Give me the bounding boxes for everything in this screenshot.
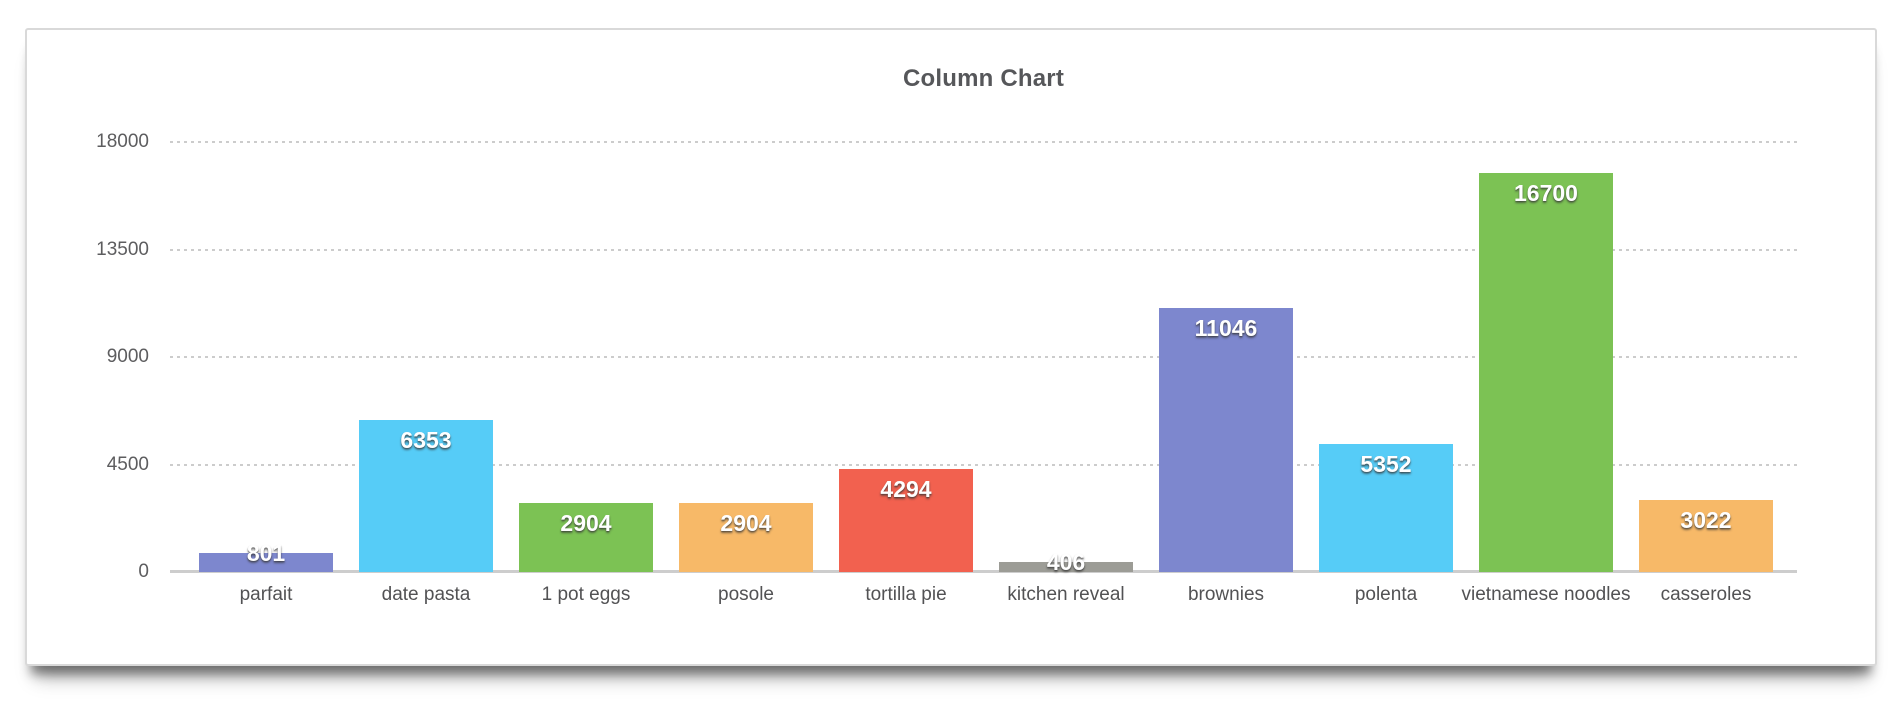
x-axis-label-vietnamese-noodles: vietnamese noodles [1461, 584, 1631, 605]
y-axis-tick-label-4500: 4500 [106, 453, 149, 475]
chart-title: Column Chart [902, 65, 1065, 92]
plot-area: 0 4500 9000 13500 18000 801 parfait 6353 date pa… [96, 131, 1797, 605]
x-axis-label-parfait: parfait [239, 584, 293, 605]
x-axis-label-date-pasta: date pasta [381, 584, 471, 605]
y-axis-tick-label-0: 0 [138, 561, 149, 582]
bar-vietnamese-noodles[interactable] [1479, 173, 1613, 572]
bar-tortilla-pie[interactable] [839, 469, 973, 572]
bar-1-pot-eggs[interactable] [519, 503, 653, 572]
bar-parfait[interactable] [199, 553, 333, 572]
gridline-9000 [170, 356, 1797, 358]
x-axis-line [170, 570, 1797, 573]
bar-polenta[interactable] [1319, 444, 1453, 572]
gridline-18000 [170, 141, 1797, 143]
chart-card: Column Chart 0 4500 9000 13500 18000 801 parfa… [25, 28, 1877, 666]
x-axis-label-tortilla-pie: tortilla pie [865, 584, 947, 605]
y-axis-tick-label-18000: 18000 [96, 131, 149, 152]
gridline-4500 [170, 463, 1797, 466]
y-axis-tick-label-13500: 13500 [96, 238, 149, 260]
bar-brownies[interactable] [1159, 308, 1293, 572]
x-axis-label-brownies: brownies [1187, 584, 1265, 605]
bar-casseroles[interactable] [1639, 500, 1773, 572]
x-axis-label-polenta: polenta [1354, 584, 1418, 605]
x-axis-label-casseroles: casseroles [1660, 584, 1752, 605]
x-axis-label-posole: posole [718, 584, 774, 605]
x-axis-label-kitchen-reveal: kitchen reveal [1007, 584, 1125, 605]
bar-kitchen-reveal[interactable] [999, 562, 1133, 572]
gridline-13500 [170, 248, 1797, 251]
y-axis-tick-label-9000: 9000 [106, 346, 149, 367]
bar-posole[interactable] [679, 503, 813, 572]
bar-date-pasta[interactable] [359, 420, 493, 572]
x-axis-label-1-pot-eggs: 1 pot eggs [541, 584, 631, 605]
